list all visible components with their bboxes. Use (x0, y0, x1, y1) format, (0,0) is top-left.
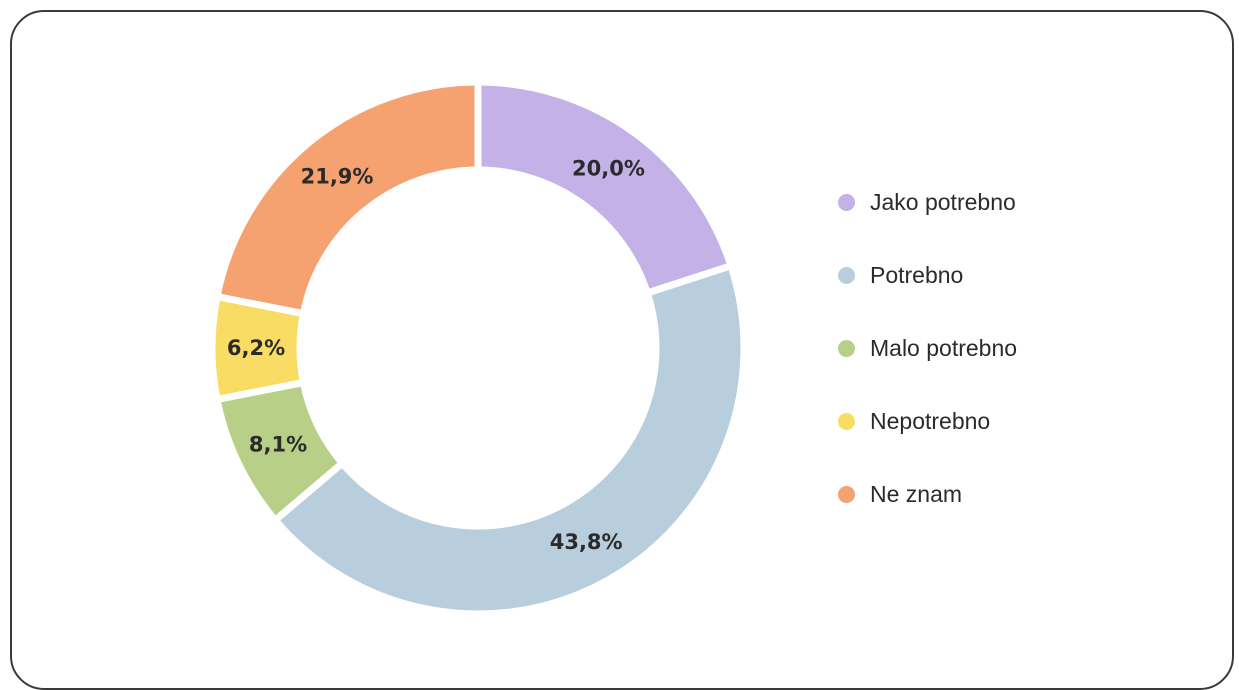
legend-swatch (838, 266, 855, 284)
legend-swatch (838, 485, 855, 503)
legend-label: Potrebno (870, 261, 964, 288)
legend-item-nepotrebno[interactable]: Nepotrebno (838, 402, 1017, 440)
legend-label: Ne znam (870, 480, 963, 507)
slice-value-label-malo-potrebno: 8,1% (249, 432, 307, 456)
legend-label: Nepotrebno (870, 407, 991, 434)
legend-swatch (838, 412, 855, 430)
legend-item-ne-znam[interactable]: Ne znam (838, 475, 1017, 513)
legend-label: Malo potrebno (870, 334, 1018, 361)
legend-item-malo-potrebno[interactable]: Malo potrebno (838, 329, 1017, 367)
slice-value-label-nepotrebno: 6,2% (227, 336, 285, 360)
legend-item-jako-potrebno[interactable]: Jako potrebno (838, 183, 1017, 221)
donut-slice-ne-znam[interactable] (212, 78, 482, 318)
donut-slice-jako-potrebno[interactable] (474, 78, 736, 298)
slice-value-label-potrebno: 43,8% (550, 530, 623, 554)
chart-legend: Jako potrebno Potrebno Malo potrebno Nep… (838, 183, 1017, 548)
legend-label: Jako potrebno (870, 188, 1016, 215)
donut-slice-potrebno[interactable] (270, 261, 748, 618)
legend-swatch (838, 339, 855, 357)
slice-value-label-jako-potrebno: 20,0% (572, 156, 645, 180)
slice-value-label-ne-znam: 21,9% (301, 165, 374, 189)
legend-swatch (838, 193, 855, 211)
legend-item-potrebno[interactable]: Potrebno (838, 256, 1017, 294)
